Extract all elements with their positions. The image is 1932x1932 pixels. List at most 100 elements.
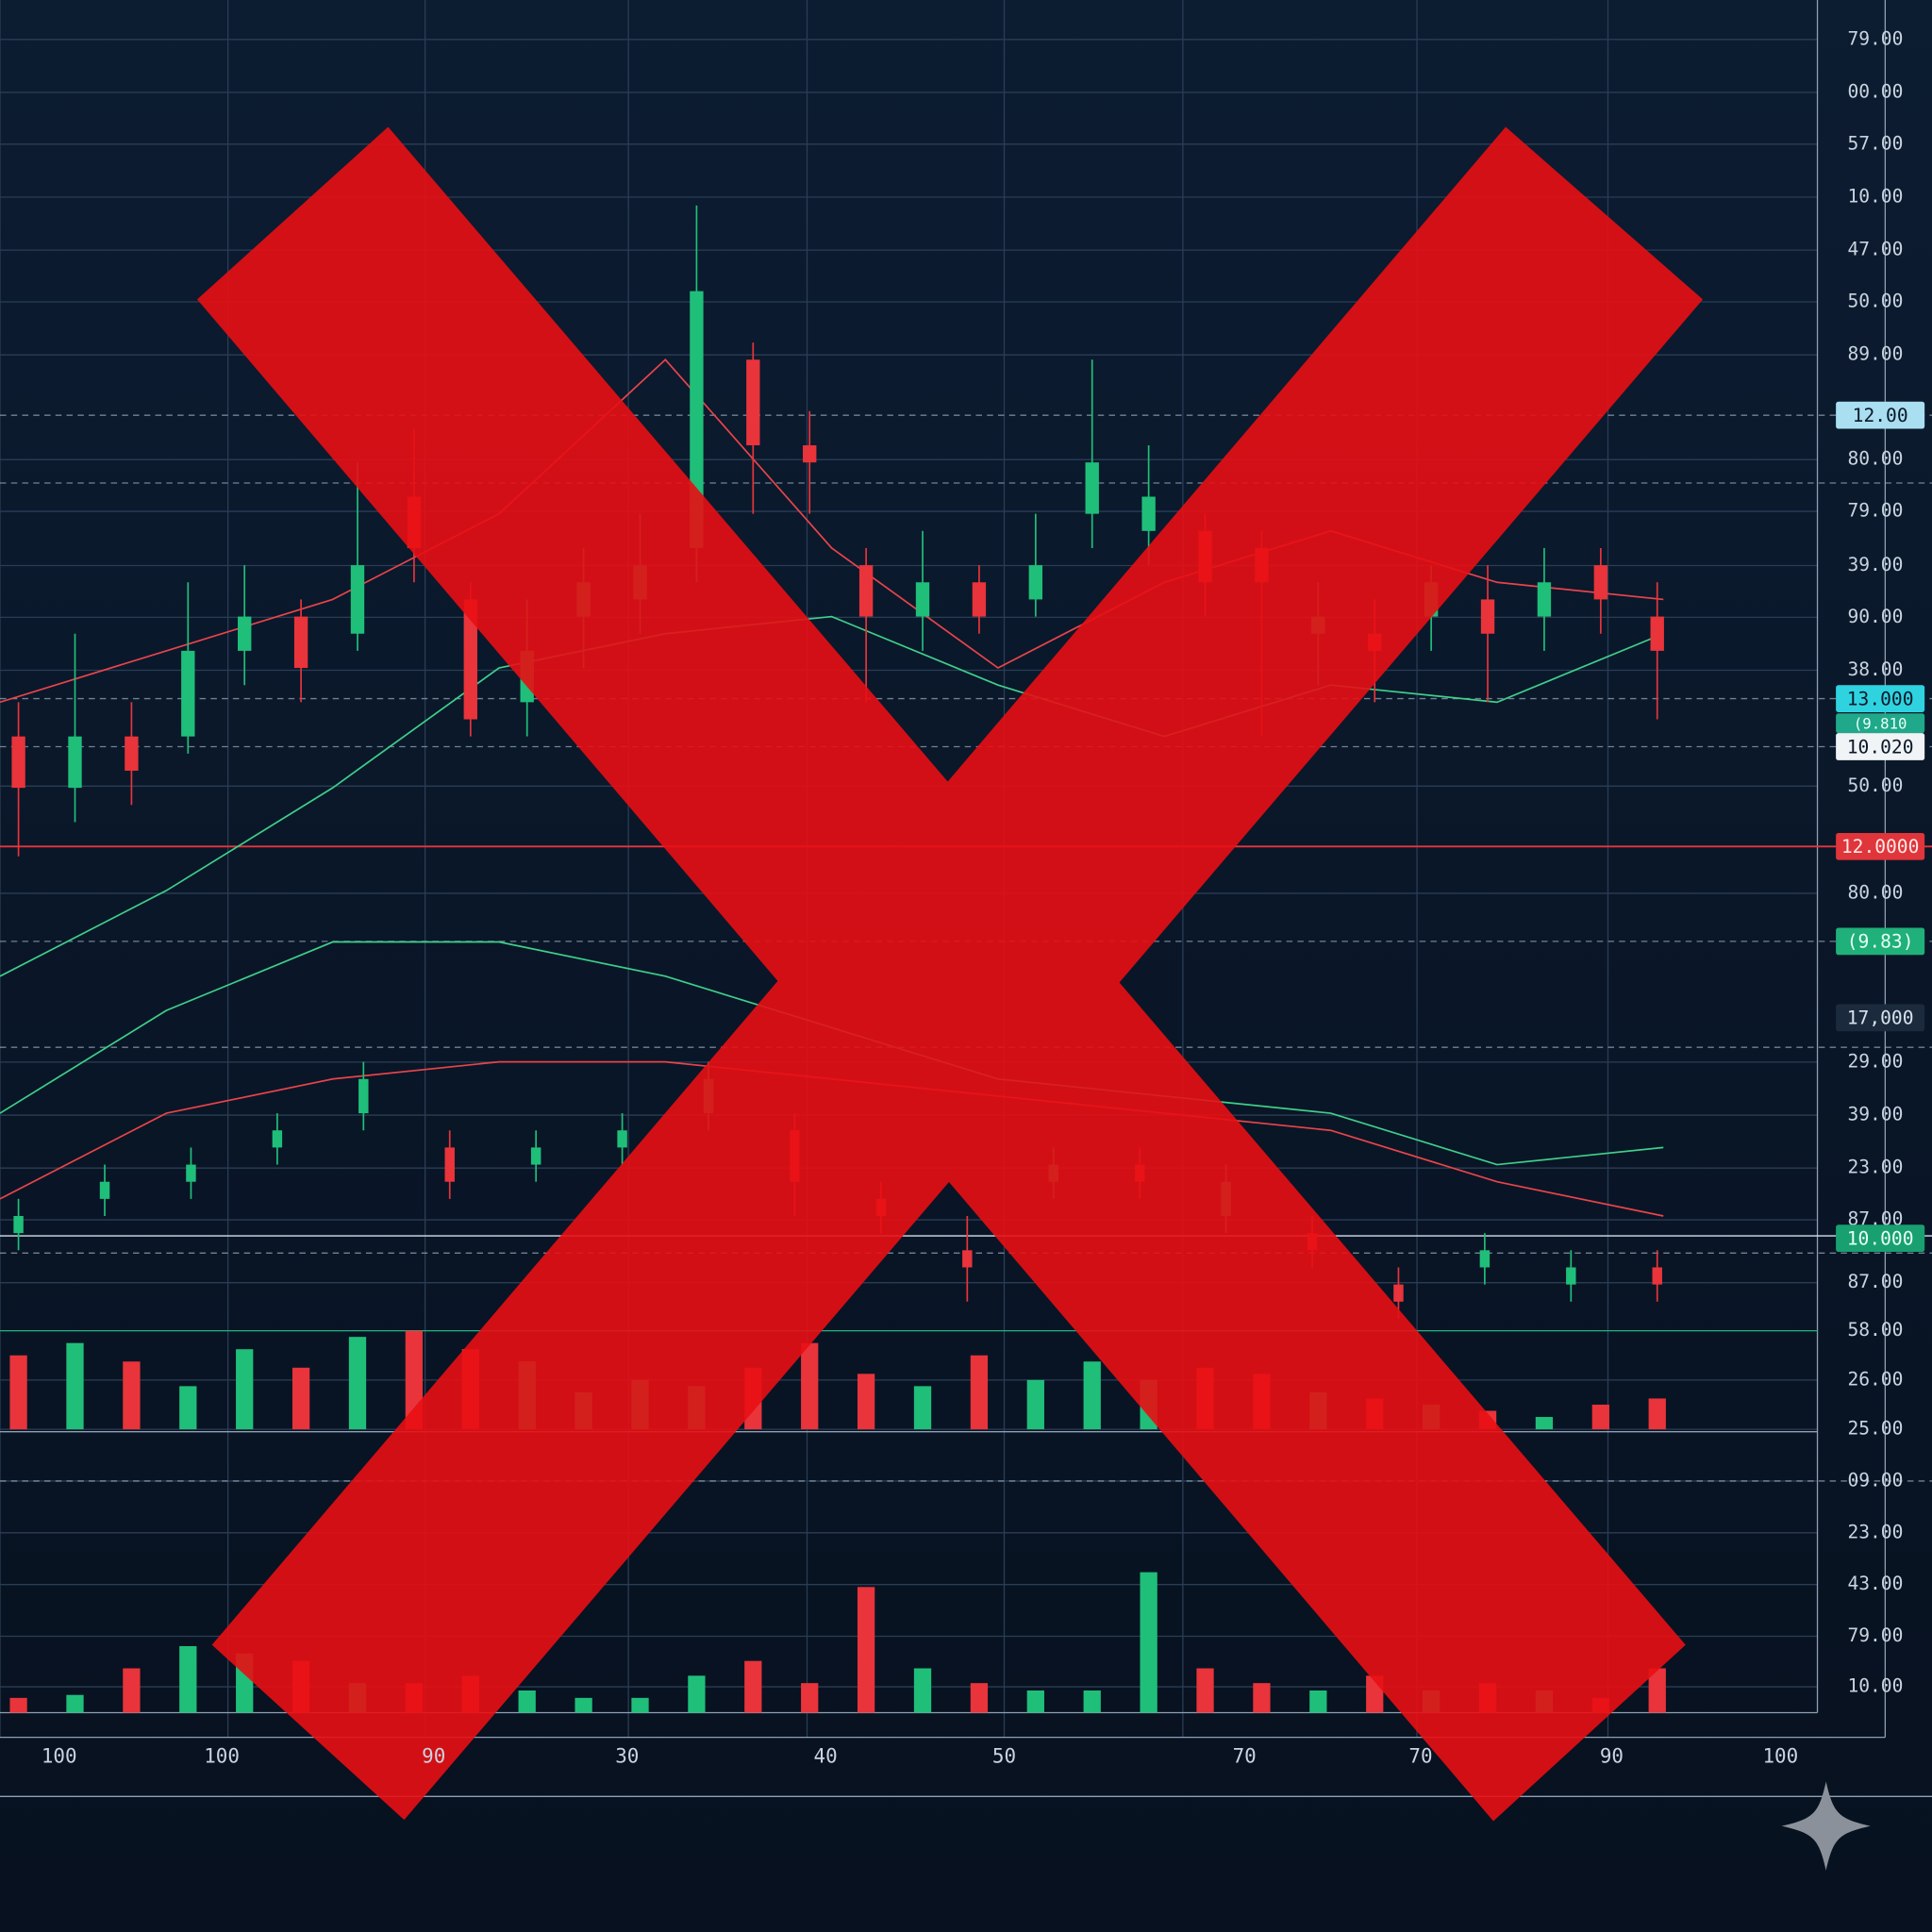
volume-bar <box>913 1386 932 1430</box>
x-axis-label: 100 <box>42 1745 77 1768</box>
x-axis-label: 70 <box>1233 1745 1257 1768</box>
volume-bar <box>857 1587 875 1713</box>
y-axis-label: 39.00 <box>1847 1104 1903 1125</box>
candle-body <box>125 736 139 771</box>
price-tag <box>1836 733 1925 760</box>
price-tag-label: 12.0000 <box>1841 836 1920 858</box>
x-axis-label: 90 <box>422 1745 445 1768</box>
volume-bar <box>66 1342 84 1430</box>
axis-labels: 79.00 00.00 57.00 10.00 47.00 50.00 89.00 80.00… <box>42 27 1925 1768</box>
y-axis-label: 25.00 <box>1847 1418 1903 1440</box>
volume-bar <box>744 1660 762 1713</box>
volume-bar <box>1591 1404 1609 1430</box>
candle-body <box>350 565 365 634</box>
volume-bar <box>857 1374 875 1430</box>
price-tag <box>1836 832 1925 860</box>
volume-bar <box>236 1349 254 1430</box>
y-axis-label: 90.00 <box>1847 606 1903 627</box>
candle-body <box>803 445 817 463</box>
volume-bar <box>1196 1668 1214 1713</box>
volume-bar <box>970 1355 989 1430</box>
price-tag <box>1836 927 1925 956</box>
candle-body <box>186 1164 196 1182</box>
x-axis-label: 50 <box>992 1745 1016 1768</box>
candle-body <box>13 1216 24 1234</box>
volume-bar <box>1535 1417 1554 1430</box>
candle-body <box>690 291 704 548</box>
candle-body <box>1652 1267 1662 1285</box>
candle-body <box>962 1250 973 1268</box>
volume-bar <box>179 1645 197 1713</box>
candle-body <box>1028 565 1043 600</box>
candle-body <box>444 1147 455 1182</box>
moving-average-line <box>0 615 1664 977</box>
x-axis-label: 90 <box>1600 1745 1624 1768</box>
y-axis-label: 47.00 <box>1847 239 1903 260</box>
candle-body <box>1537 582 1552 617</box>
volume-bar <box>801 1683 819 1713</box>
volume-bar <box>1140 1572 1158 1713</box>
volume-bar <box>123 1361 141 1430</box>
x-axis-label: 40 <box>814 1745 838 1768</box>
candle-body <box>463 599 477 720</box>
price-tag-label: 10.020 <box>1847 736 1914 758</box>
price-tag <box>1836 401 1925 429</box>
candle-body <box>746 359 760 446</box>
price-tag <box>1836 1224 1925 1253</box>
volume-bar <box>913 1668 932 1713</box>
y-axis-label: 26.00 <box>1847 1368 1903 1390</box>
price-tag <box>1836 713 1925 734</box>
x-axis-label: 70 <box>1408 1745 1432 1768</box>
volume-bar <box>1309 1690 1327 1713</box>
price-tag-label: (9.810 <box>1854 715 1907 733</box>
watermark-star <box>1781 1781 1871 1871</box>
volume-bar <box>688 1675 706 1713</box>
price-tag-label: 10.000 <box>1847 1227 1914 1249</box>
y-axis-label: 50.00 <box>1847 291 1903 312</box>
y-axis-label: 79.00 <box>1847 500 1903 522</box>
y-axis-label: 38.00 <box>1847 658 1903 680</box>
y-axis-label: 80.00 <box>1847 881 1903 903</box>
volume-bar <box>1648 1398 1666 1430</box>
y-axis-label: 43.00 <box>1847 1573 1903 1594</box>
price-tag-label: 17,000 <box>1847 1008 1914 1029</box>
candle-body <box>858 565 874 617</box>
volume-bar <box>801 1342 819 1430</box>
cross-stroke <box>211 126 1704 1821</box>
y-axis-label: 57.00 <box>1847 132 1903 154</box>
price-tag-label: 13.000 <box>1847 688 1914 709</box>
candle-body <box>1593 565 1608 600</box>
y-axis-label: 58.00 <box>1847 1319 1903 1341</box>
volume-bar <box>1083 1361 1101 1430</box>
candle-body <box>617 1130 627 1148</box>
y-axis-label: 23.00 <box>1847 1157 1903 1178</box>
x-axis-label: 30 <box>615 1745 639 1768</box>
candle-body <box>68 736 82 789</box>
candle-body <box>181 650 195 737</box>
volume-bar <box>9 1355 27 1430</box>
y-axis-label: 87.00 <box>1847 1271 1903 1292</box>
candle-body <box>1566 1267 1576 1285</box>
candle-body <box>1479 1250 1491 1268</box>
y-axis-label: 00.00 <box>1847 80 1903 102</box>
volume-bar <box>179 1386 197 1430</box>
y-axis-label: 79.00 <box>1847 27 1903 49</box>
volume-bar <box>66 1694 84 1713</box>
candle-body <box>530 1147 541 1165</box>
volume-bar <box>631 1697 649 1713</box>
candle-body <box>272 1130 283 1148</box>
volume-bar <box>575 1697 592 1713</box>
price-tag-label: 12.00 <box>1853 405 1908 426</box>
y-axis-label: 79.00 <box>1847 1624 1903 1646</box>
candle-body <box>1480 599 1495 634</box>
y-axis-label: 39.00 <box>1847 554 1903 575</box>
volume-bar <box>518 1690 536 1713</box>
volume-bar <box>1253 1683 1271 1713</box>
candle-body <box>1141 496 1156 531</box>
candle-body <box>1085 462 1099 514</box>
y-axis-label: 29.00 <box>1847 1050 1903 1072</box>
candle-body <box>238 616 252 651</box>
volume-bar <box>291 1367 310 1430</box>
